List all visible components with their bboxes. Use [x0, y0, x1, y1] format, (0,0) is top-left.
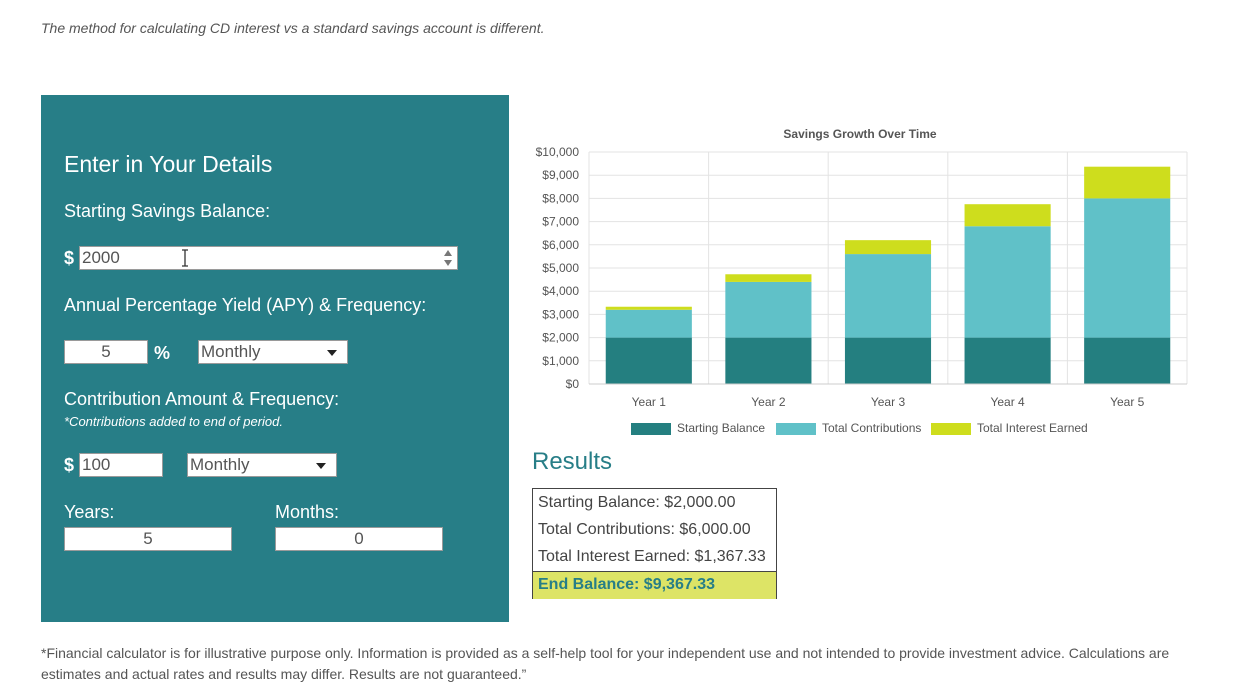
y-tick-label: $2,000 — [542, 331, 579, 345]
contribution-label: Contribution Amount & Frequency: — [64, 389, 340, 409]
years-label: Years: — [64, 502, 115, 522]
form-heading: Enter in Your Details — [64, 151, 273, 177]
x-tick-label: Year 4 — [990, 395, 1025, 409]
bar-segment — [964, 204, 1051, 227]
chevron-down-icon — [316, 463, 326, 469]
savings-growth-chart: $0 $1,000 $2,000 $3,000 $4,000 $5,000 $6,000 $7… — [536, 145, 1188, 409]
bar-segment — [844, 337, 932, 384]
text-cursor-icon — [182, 249, 188, 267]
legend-label: Total Contributions — [822, 421, 922, 435]
bar-segment — [1084, 337, 1171, 384]
y-tick-label: $3,000 — [542, 307, 579, 321]
bar-segment — [605, 306, 692, 310]
starting-balance-label: Starting Savings Balance: — [64, 201, 271, 221]
apy-input[interactable]: 5 — [64, 340, 148, 364]
bar-segment — [605, 337, 692, 384]
months-input[interactable]: 0 — [275, 527, 443, 551]
y-tick-label: $0 — [566, 377, 580, 391]
months-label: Months: — [275, 502, 340, 522]
result-end-balance-row: End Balance: $9,367.33 — [533, 571, 776, 599]
y-tick-label: $5,000 — [542, 261, 579, 275]
percent-symbol: % — [154, 343, 171, 363]
disclaimer-text: *Financial calculator is for illustrativ… — [41, 645, 1170, 682]
starting-balance-input[interactable]: 2000 — [79, 246, 458, 270]
x-tick-label: Year 1 — [632, 395, 667, 409]
results-table: Starting Balance: $2,000.00 Total Contri… — [532, 488, 777, 599]
chart-title: Savings Growth Over Time — [783, 127, 937, 141]
bar-segment — [1084, 198, 1171, 338]
bar-segment — [725, 337, 812, 384]
result-total-interest: Total Interest Earned: $1,367.33 — [538, 548, 766, 565]
contribution-frequency-value: Monthly — [190, 455, 250, 474]
currency-symbol: $ — [64, 248, 75, 268]
bar-segment — [964, 337, 1051, 384]
spin-down-icon[interactable] — [444, 260, 452, 266]
bar-segment — [725, 281, 812, 338]
y-tick-label: $8,000 — [542, 191, 579, 205]
y-tick-label: $7,000 — [542, 215, 579, 229]
bar-segment — [1084, 166, 1171, 199]
apy-label: Annual Percentage Yield (APY) & Frequenc… — [64, 295, 427, 315]
legend-swatch — [631, 423, 671, 435]
bar-segment — [844, 240, 932, 255]
bar-segment — [844, 254, 932, 338]
y-tick-label: $1,000 — [542, 354, 579, 368]
bar-segment — [725, 274, 812, 282]
spin-up-icon[interactable] — [444, 250, 452, 256]
apy-frequency-select[interactable]: Monthly — [198, 340, 348, 364]
result-end-balance: End Balance: $9,367.33 — [538, 576, 715, 593]
results-heading: Results — [532, 448, 613, 475]
contribution-currency-symbol: $ — [64, 455, 75, 475]
y-tick-label: $6,000 — [542, 238, 579, 252]
years-input[interactable]: 5 — [64, 527, 232, 551]
x-tick-label: Year 2 — [751, 395, 786, 409]
result-starting-balance: Starting Balance: $2,000.00 — [538, 494, 736, 511]
legend-swatch — [776, 423, 816, 435]
apy-frequency-value: Monthly — [201, 342, 261, 361]
contribution-note: *Contributions added to end of period. — [64, 414, 283, 429]
legend-label: Total Interest Earned — [977, 421, 1088, 435]
bar-segment — [605, 309, 692, 338]
chevron-down-icon — [327, 350, 337, 356]
intro-text: The method for calculating CD interest v… — [41, 20, 545, 36]
y-tick-label: $10,000 — [536, 145, 580, 159]
x-tick-label: Year 3 — [871, 395, 906, 409]
contribution-frequency-select[interactable]: Monthly — [187, 453, 337, 477]
y-tick-label: $9,000 — [542, 168, 579, 182]
contribution-input[interactable]: 100 — [79, 453, 163, 477]
number-spinner[interactable] — [443, 249, 453, 267]
legend-label: Starting Balance — [677, 421, 766, 435]
y-tick-label: $4,000 — [542, 284, 579, 298]
legend-swatch — [931, 423, 971, 435]
x-tick-label: Year 5 — [1110, 395, 1145, 409]
starting-balance-value: 2000 — [82, 248, 120, 267]
result-total-contributions: Total Contributions: $6,000.00 — [538, 521, 751, 538]
bar-segment — [964, 226, 1051, 338]
details-panel: Enter in Your Details Starting Savings B… — [41, 95, 509, 622]
